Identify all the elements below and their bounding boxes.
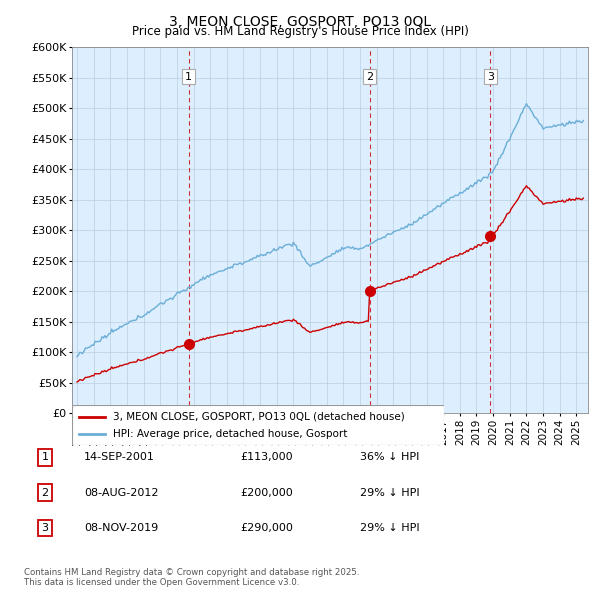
- Text: 3: 3: [487, 71, 494, 81]
- Text: 36% ↓ HPI: 36% ↓ HPI: [360, 453, 419, 462]
- Text: £290,000: £290,000: [240, 523, 293, 533]
- Text: 1: 1: [41, 453, 49, 462]
- Text: 1: 1: [185, 71, 192, 81]
- Text: 3, MEON CLOSE, GOSPORT, PO13 0QL (detached house): 3, MEON CLOSE, GOSPORT, PO13 0QL (detach…: [113, 412, 404, 422]
- Text: 2: 2: [41, 488, 49, 497]
- Text: 29% ↓ HPI: 29% ↓ HPI: [360, 488, 419, 497]
- Text: 08-AUG-2012: 08-AUG-2012: [84, 488, 158, 497]
- Text: £200,000: £200,000: [240, 488, 293, 497]
- Text: 08-NOV-2019: 08-NOV-2019: [84, 523, 158, 533]
- Text: Price paid vs. HM Land Registry's House Price Index (HPI): Price paid vs. HM Land Registry's House …: [131, 25, 469, 38]
- Text: 29% ↓ HPI: 29% ↓ HPI: [360, 523, 419, 533]
- Text: 2: 2: [366, 71, 373, 81]
- Text: 3, MEON CLOSE, GOSPORT, PO13 0QL: 3, MEON CLOSE, GOSPORT, PO13 0QL: [169, 15, 431, 29]
- Text: 14-SEP-2001: 14-SEP-2001: [84, 453, 155, 462]
- Text: HPI: Average price, detached house, Gosport: HPI: Average price, detached house, Gosp…: [113, 429, 347, 439]
- Text: £113,000: £113,000: [240, 453, 293, 462]
- Text: 3: 3: [41, 523, 49, 533]
- Text: Contains HM Land Registry data © Crown copyright and database right 2025.
This d: Contains HM Land Registry data © Crown c…: [24, 568, 359, 587]
